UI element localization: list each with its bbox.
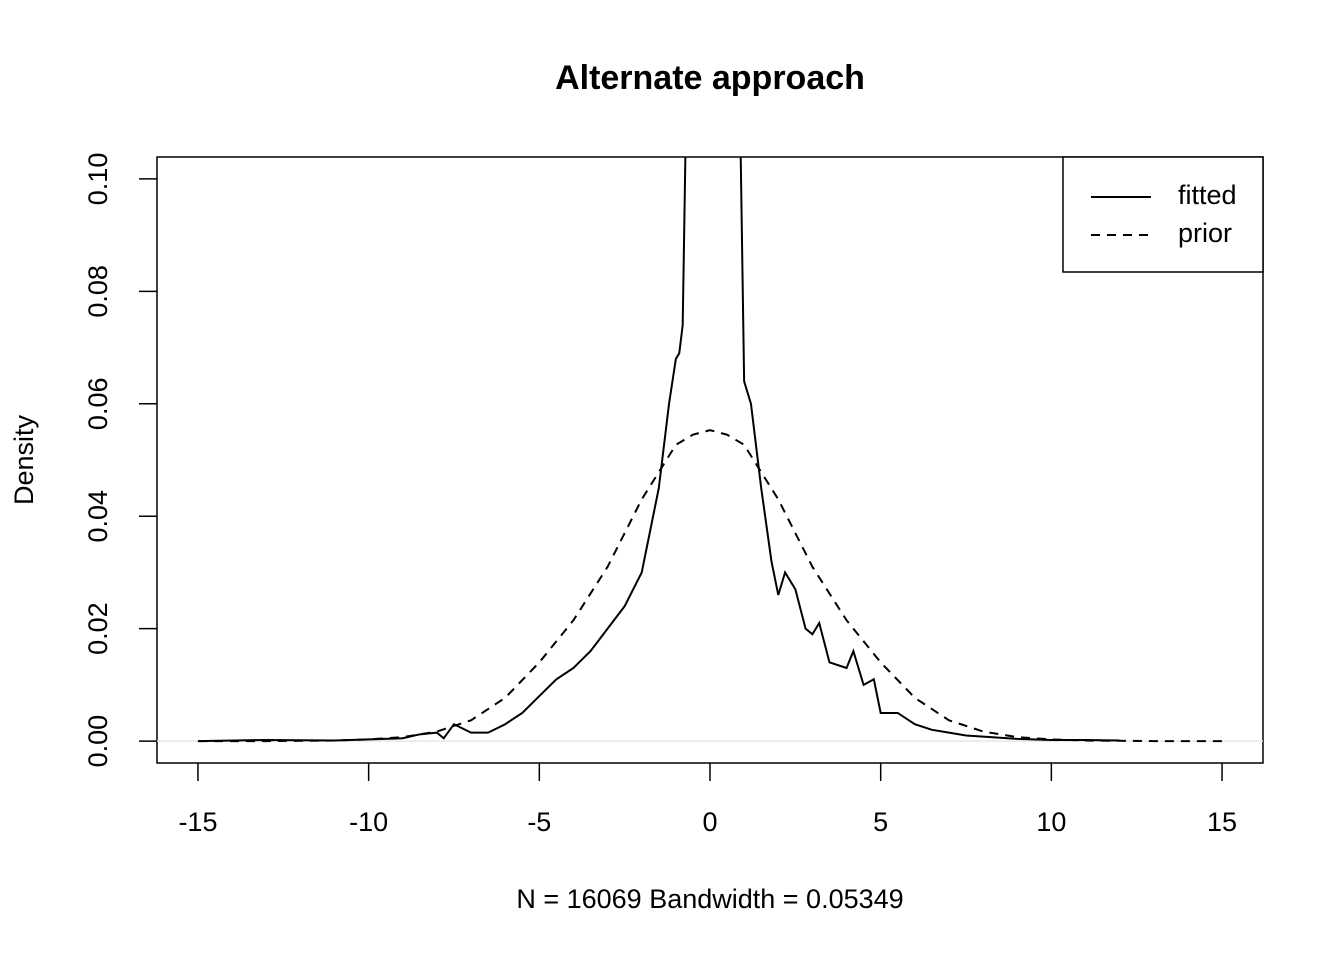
legend-box <box>1062 156 1264 273</box>
y-tick-label: 0.04 <box>83 490 113 543</box>
y-tick-label: 0.00 <box>83 715 113 768</box>
x-tick-label: -15 <box>178 807 217 837</box>
legend-label: fitted <box>1178 180 1237 210</box>
x-tick-label: -10 <box>349 807 388 837</box>
chart-title: Alternate approach <box>555 59 865 97</box>
plot-area <box>197 157 1223 743</box>
y-tick-label: 0.10 <box>83 153 113 206</box>
x-tick-label: 10 <box>1036 807 1066 837</box>
data-line <box>197 429 1223 743</box>
x-tick-label: -5 <box>527 807 551 837</box>
x-tick-label: 15 <box>1207 807 1237 837</box>
x-tick-label: 0 <box>702 807 717 837</box>
y-tick-label: 0.06 <box>83 378 113 431</box>
legend-label: prior <box>1178 218 1232 248</box>
y-tick-label: 0.02 <box>83 602 113 655</box>
data-line <box>197 157 1120 743</box>
y-axis-label: Density <box>9 414 39 505</box>
y-tick-label: 0.08 <box>83 265 113 318</box>
x-tick-label: 5 <box>873 807 888 837</box>
x-axis-label: N = 16069 Bandwidth = 0.05349 <box>516 884 903 914</box>
